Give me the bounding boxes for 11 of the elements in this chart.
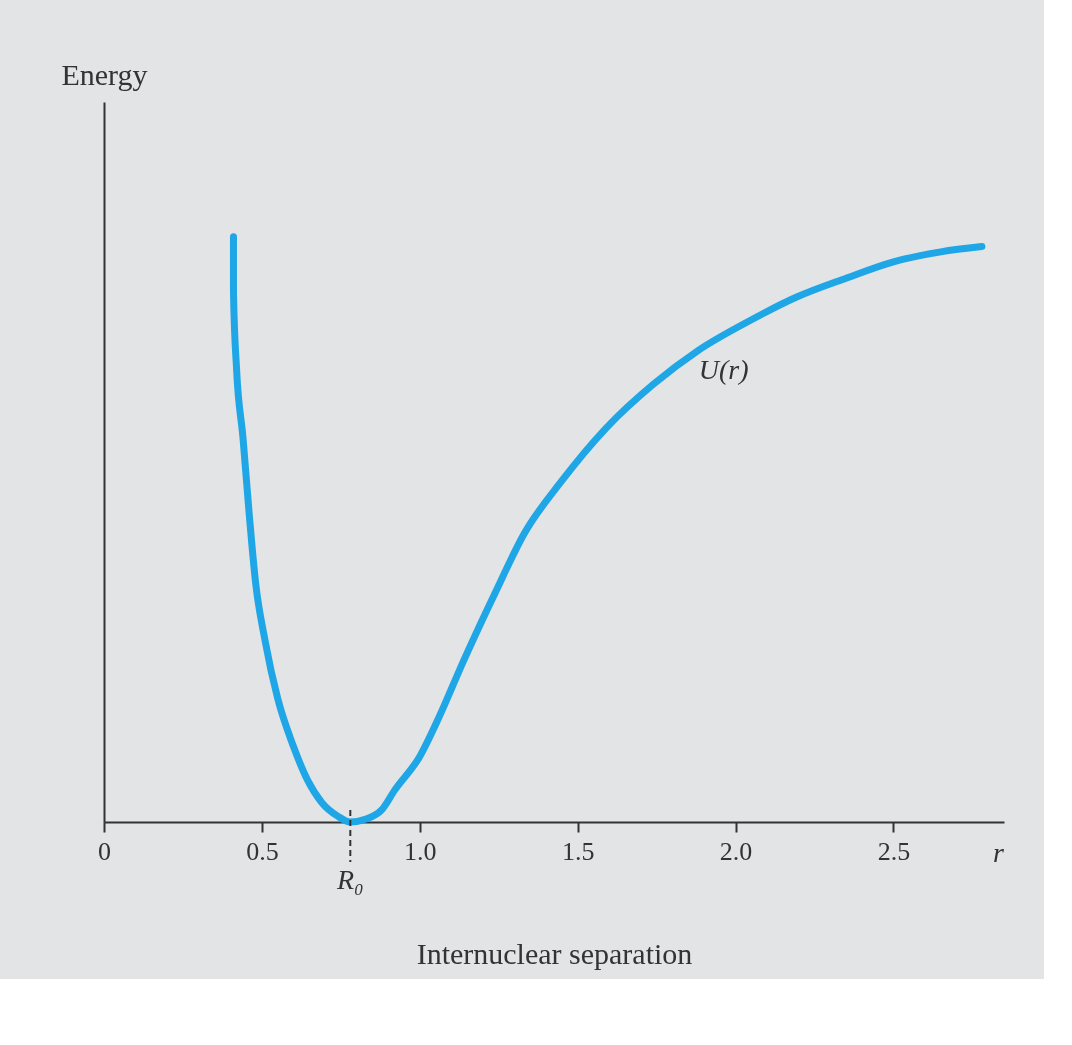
ref-line-label: R₀ <box>335 864 364 895</box>
text: r <box>993 837 1005 868</box>
x-axis-title: Internuclear separation <box>416 936 693 970</box>
y-axis-title: Energy <box>61 57 148 91</box>
x-tick-label: 0.5 <box>246 836 279 866</box>
x-tick-label: 0 <box>98 836 111 866</box>
x-tick-label: 1.5 <box>561 836 595 866</box>
annotation: U(r) <box>698 353 749 385</box>
x-tick-label: 2.0 <box>719 836 753 866</box>
x-tick-label: 1.0 <box>404 836 437 866</box>
x-tick-label: 2.5 <box>877 836 911 866</box>
